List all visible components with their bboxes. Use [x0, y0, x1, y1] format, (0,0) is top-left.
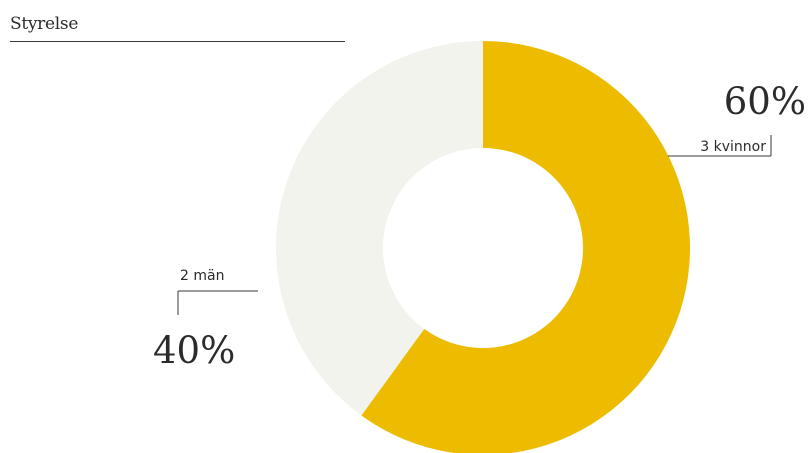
slice-label-women: 3 kvinnor: [700, 139, 766, 155]
slice-value-women: 60%: [724, 80, 806, 123]
slice-value-men: 40%: [153, 329, 235, 372]
slice-men: [276, 41, 483, 416]
page-title: Styrelse: [10, 14, 79, 34]
slice-label-men: 2 män: [180, 268, 224, 284]
slice-women: [361, 41, 690, 453]
title-divider: [10, 41, 345, 42]
callout-men: 2 män 40%: [153, 268, 258, 372]
callout-women: 3 kvinnor 60%: [668, 80, 806, 157]
